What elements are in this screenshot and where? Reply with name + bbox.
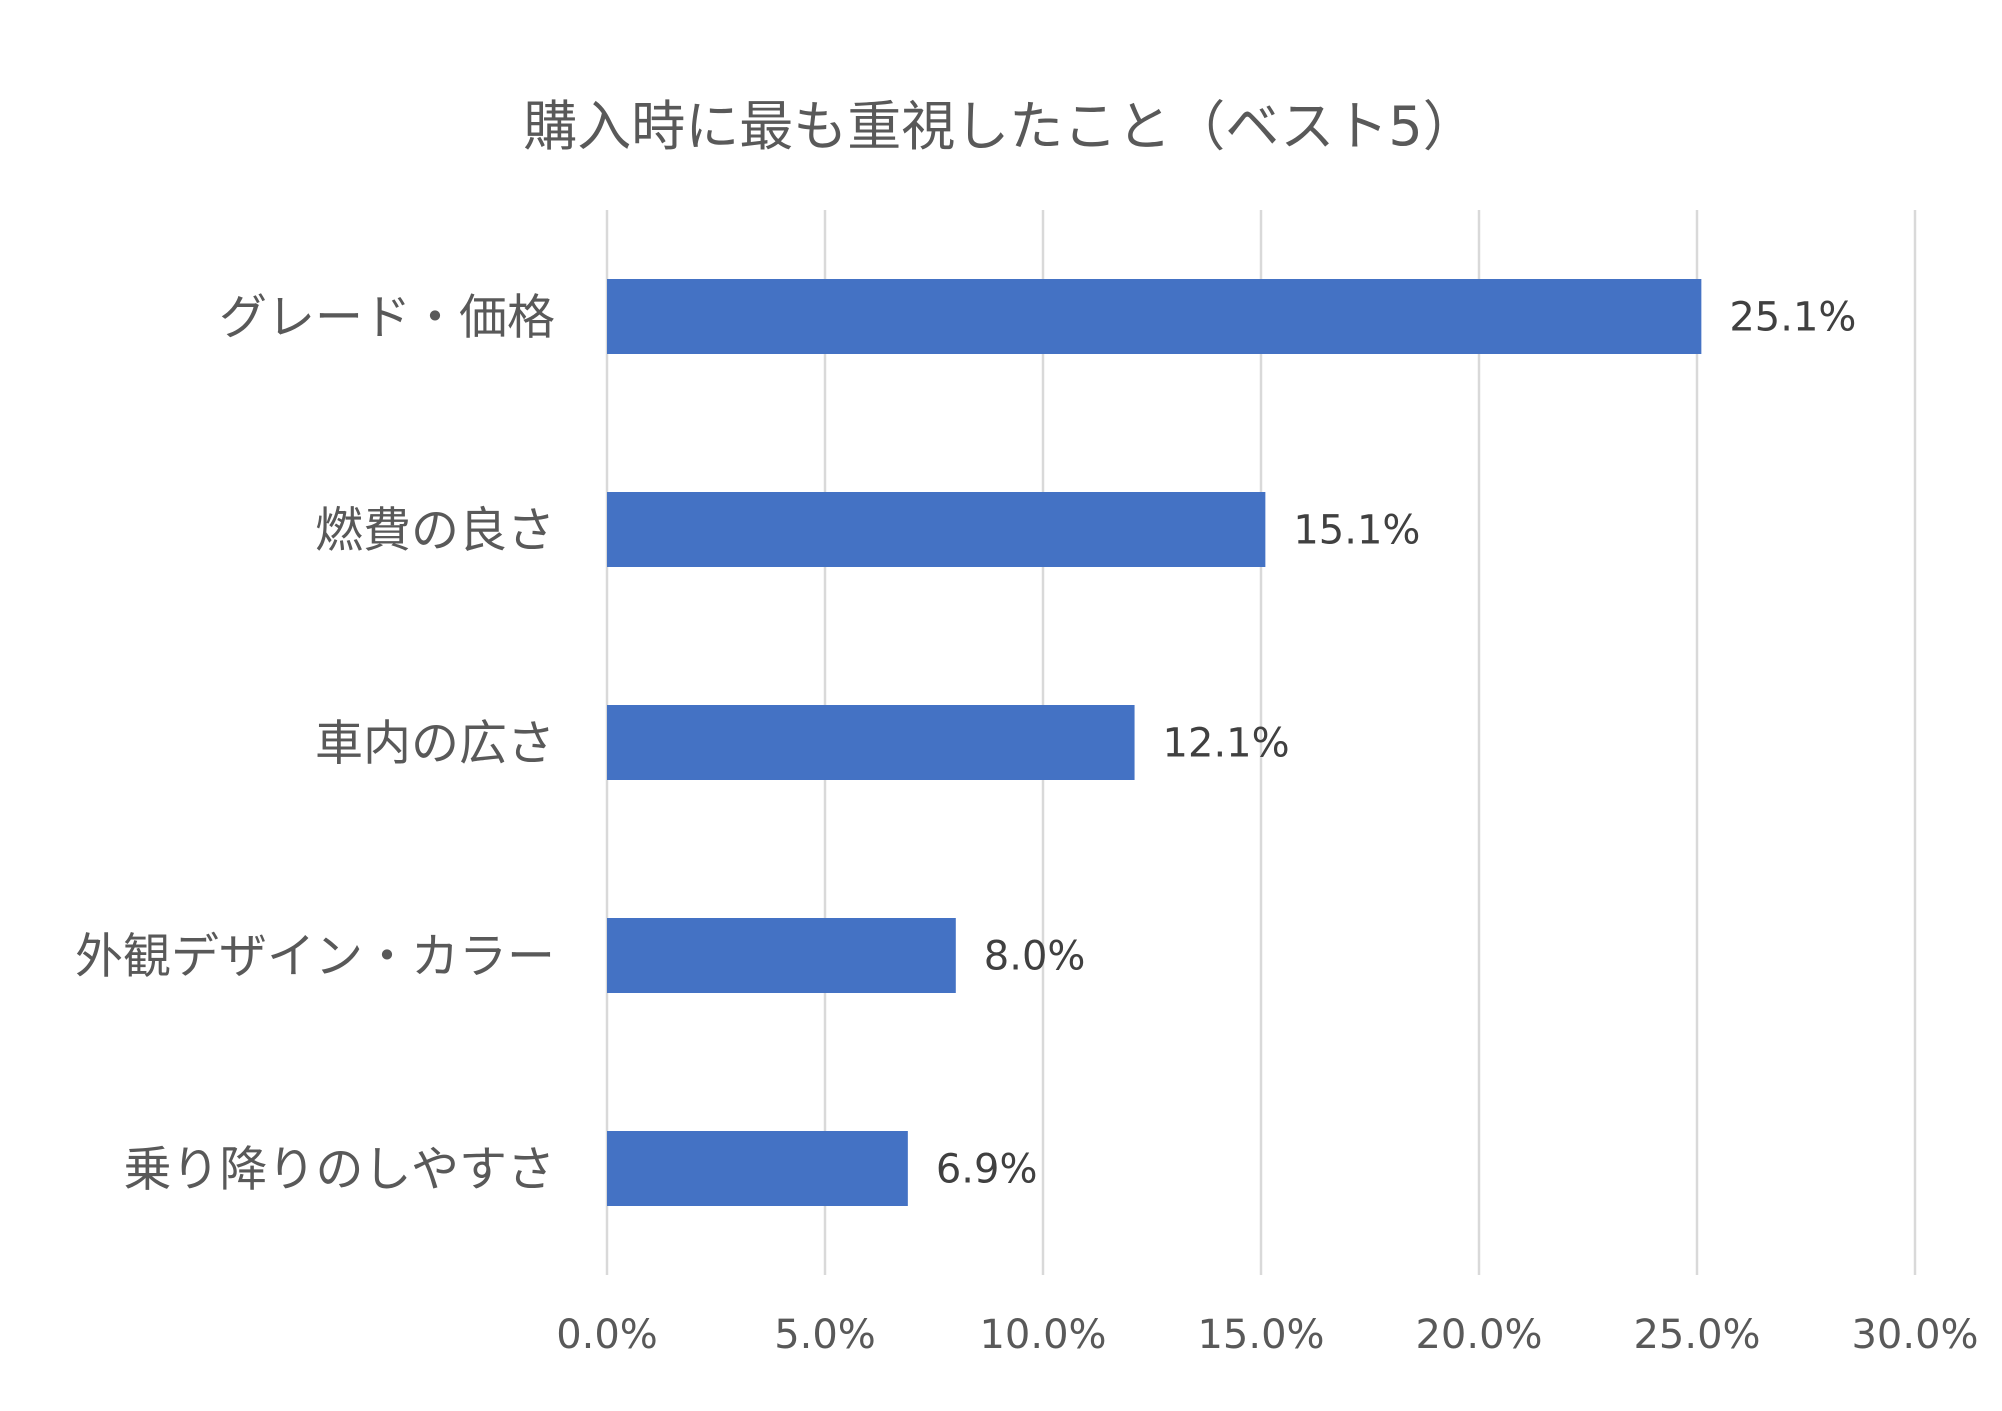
x-tick-label: 30.0% xyxy=(1851,1312,1978,1358)
bar xyxy=(607,918,956,993)
x-tick-label: 0.0% xyxy=(556,1312,658,1358)
category-label: グレード・価格 xyxy=(219,290,555,346)
data-labels: 25.1% 15.1% 12.1% 8.0% 6.9% xyxy=(936,295,1857,1193)
bars xyxy=(607,279,1702,1206)
x-tick-label: 10.0% xyxy=(979,1312,1106,1358)
data-label: 15.1% xyxy=(1293,508,1420,554)
data-label: 12.1% xyxy=(1163,721,1290,767)
bar xyxy=(607,705,1135,780)
data-label: 25.1% xyxy=(1729,295,1856,341)
bar xyxy=(607,492,1266,567)
category-label: 乗り降りのしやすさ xyxy=(123,1142,555,1198)
data-label: 8.0% xyxy=(984,934,1086,980)
bar xyxy=(607,1131,908,1206)
bar xyxy=(607,279,1702,354)
x-tick-label: 5.0% xyxy=(774,1312,876,1358)
x-tick-label: 15.0% xyxy=(1197,1312,1324,1358)
chart-title: 購入時に最も重視したこと（ベスト5） xyxy=(523,95,1476,158)
x-tick-label: 25.0% xyxy=(1633,1312,1760,1358)
data-label: 6.9% xyxy=(936,1147,1038,1193)
category-label: 車内の広さ xyxy=(315,716,555,772)
category-label: 外観デザイン・カラー xyxy=(75,929,555,985)
category-label: 燃費の良さ xyxy=(315,503,555,559)
x-tick-label: 20.0% xyxy=(1415,1312,1542,1358)
x-axis-tick-labels: 0.0% 5.0% 10.0% 15.0% 20.0% 25.0% 30.0% xyxy=(556,1312,1978,1358)
